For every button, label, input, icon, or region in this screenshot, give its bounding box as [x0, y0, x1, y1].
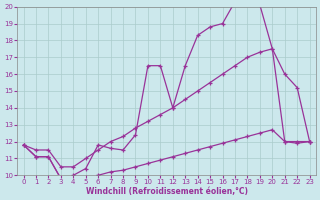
X-axis label: Windchill (Refroidissement éolien,°C): Windchill (Refroidissement éolien,°C) [85, 187, 248, 196]
